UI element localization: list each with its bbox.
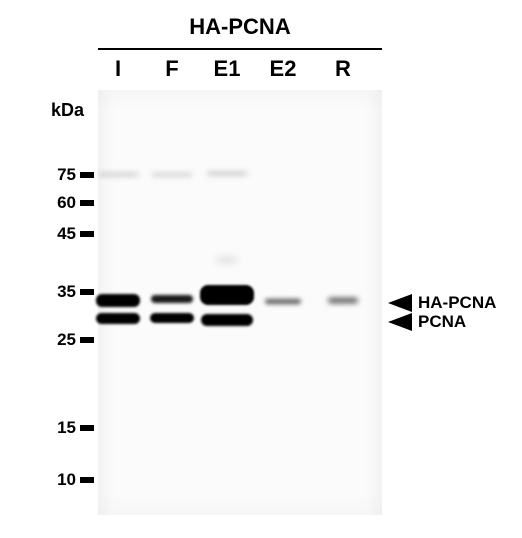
mw-label: 35 xyxy=(38,282,76,302)
mw-tick xyxy=(80,289,94,295)
arrowhead-icon xyxy=(388,294,412,312)
lane-label: E1 xyxy=(204,56,250,82)
protein-band xyxy=(328,298,358,303)
mw-tick xyxy=(80,337,94,343)
protein-band xyxy=(201,314,253,326)
mw-label: 25 xyxy=(38,330,76,350)
mw-label: 75 xyxy=(38,165,76,185)
protein-band xyxy=(150,313,194,323)
lane-labels-row: IF E1 E2 R xyxy=(0,56,522,86)
protein-band xyxy=(96,313,140,324)
protein-band xyxy=(265,299,301,304)
kda-axis-label: kDa xyxy=(24,100,84,121)
arrowhead-icon xyxy=(388,313,412,331)
faint-band xyxy=(217,258,237,262)
mw-label: 10 xyxy=(38,470,76,490)
mw-label: 45 xyxy=(38,224,76,244)
panel-title: HA-PCNA xyxy=(98,14,382,40)
protein-band xyxy=(96,294,140,307)
lane-label: I xyxy=(95,56,141,82)
mw-tick xyxy=(80,425,94,431)
lane-label: R xyxy=(320,56,366,82)
faint-band xyxy=(207,172,247,175)
mw-tick xyxy=(80,200,94,206)
figure-stage: HA-PCNA kDa IF E1 E2 R 75 60 45 35 25 15 10 HA-PC… xyxy=(0,0,522,538)
faint-band xyxy=(98,173,138,176)
band-annotation-label: HA-PCNA xyxy=(418,293,496,313)
title-underline xyxy=(98,48,382,50)
faint-band xyxy=(152,173,192,176)
protein-band xyxy=(151,295,193,303)
mw-tick xyxy=(80,231,94,237)
mw-label: 60 xyxy=(38,193,76,213)
lane-label: F xyxy=(149,56,195,82)
band-annotation-label: PCNA xyxy=(418,312,466,332)
mw-label: 15 xyxy=(38,418,76,438)
lane-label: E2 xyxy=(260,56,306,82)
protein-band xyxy=(200,285,254,305)
mw-tick xyxy=(80,477,94,483)
mw-tick xyxy=(80,172,94,178)
